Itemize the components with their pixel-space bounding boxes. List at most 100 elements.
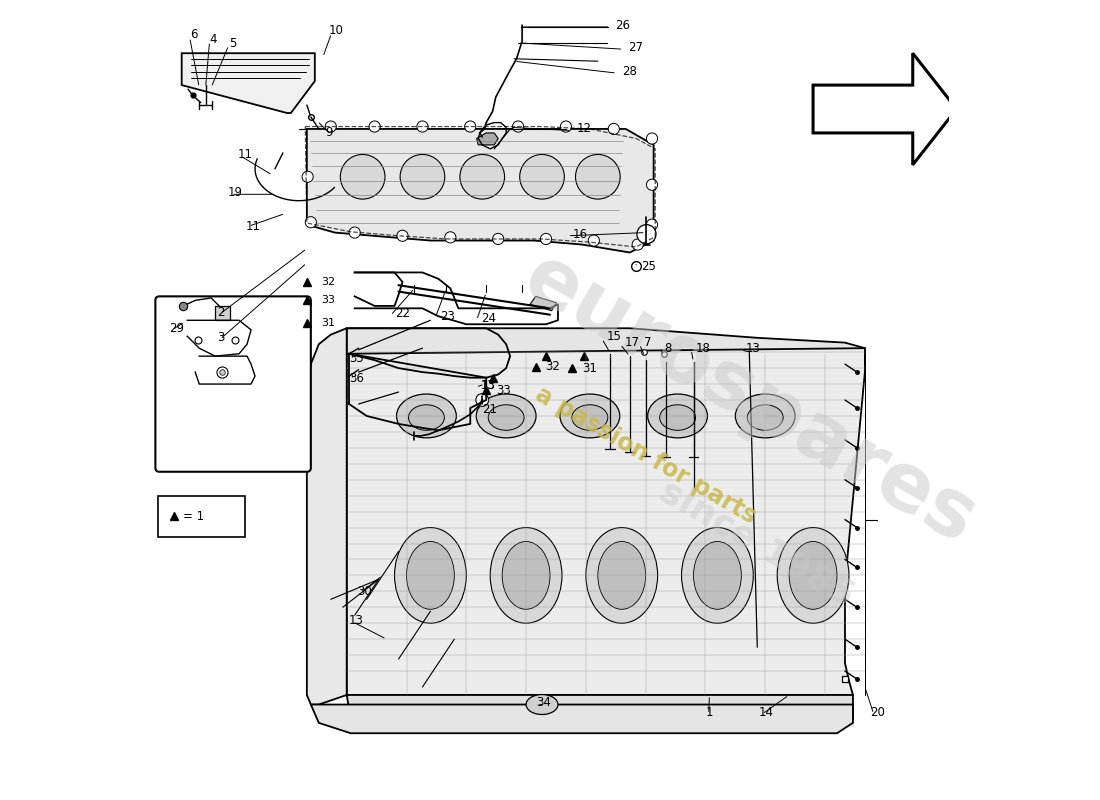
Circle shape [647, 133, 658, 144]
Text: 8: 8 [664, 342, 671, 354]
Circle shape [588, 235, 600, 246]
Text: 12: 12 [576, 122, 592, 135]
Circle shape [608, 123, 619, 134]
Polygon shape [346, 328, 865, 372]
Text: 22: 22 [395, 307, 410, 321]
Text: 33: 33 [496, 384, 510, 397]
Text: 21: 21 [482, 403, 497, 416]
Text: 17: 17 [625, 336, 640, 349]
Text: 31: 31 [582, 362, 597, 374]
FancyBboxPatch shape [155, 296, 311, 472]
Text: 24: 24 [482, 312, 496, 325]
Ellipse shape [572, 405, 608, 430]
Text: 11: 11 [238, 148, 253, 161]
Text: 28: 28 [621, 65, 637, 78]
Text: 18: 18 [696, 342, 711, 354]
Text: 2: 2 [217, 306, 224, 319]
Text: = 1: = 1 [184, 510, 205, 523]
Circle shape [460, 154, 505, 199]
Ellipse shape [736, 394, 795, 438]
Circle shape [478, 378, 491, 390]
Ellipse shape [660, 405, 695, 430]
Text: 14: 14 [759, 706, 774, 719]
Text: 5: 5 [229, 37, 236, 50]
Ellipse shape [396, 394, 456, 438]
Circle shape [417, 121, 428, 132]
Text: 34: 34 [537, 697, 551, 710]
Text: 32: 32 [546, 360, 560, 373]
Ellipse shape [693, 542, 741, 610]
Ellipse shape [488, 405, 524, 430]
Text: 19: 19 [228, 186, 243, 199]
Ellipse shape [526, 694, 558, 714]
Text: 36: 36 [349, 372, 364, 385]
Text: 4: 4 [210, 33, 217, 46]
Text: 32: 32 [321, 277, 336, 287]
Polygon shape [530, 296, 557, 310]
Ellipse shape [586, 527, 658, 623]
Text: 31: 31 [321, 318, 336, 329]
Circle shape [349, 227, 361, 238]
Text: 7: 7 [645, 336, 651, 349]
Text: 13: 13 [349, 614, 364, 626]
Circle shape [519, 154, 564, 199]
Ellipse shape [789, 542, 837, 610]
Text: a passion for parts: a passion for parts [531, 382, 760, 529]
Ellipse shape [503, 542, 550, 610]
Text: 11: 11 [245, 220, 261, 233]
Text: 16: 16 [572, 228, 587, 241]
Circle shape [326, 121, 337, 132]
Circle shape [647, 179, 658, 190]
Circle shape [647, 219, 658, 230]
Ellipse shape [747, 405, 783, 430]
Polygon shape [216, 306, 230, 320]
Text: 13: 13 [746, 342, 760, 354]
Circle shape [306, 217, 317, 228]
Ellipse shape [682, 527, 754, 623]
Text: 9: 9 [326, 126, 332, 138]
Circle shape [632, 239, 644, 250]
Text: 3: 3 [217, 331, 224, 344]
Text: 1: 1 [705, 706, 713, 719]
Circle shape [368, 121, 381, 132]
Text: 6: 6 [189, 28, 197, 42]
Text: 35: 35 [349, 352, 364, 365]
Ellipse shape [407, 542, 454, 610]
Polygon shape [307, 129, 653, 253]
Circle shape [302, 171, 313, 182]
Polygon shape [476, 133, 498, 145]
Circle shape [540, 234, 551, 245]
Circle shape [560, 121, 572, 132]
Polygon shape [307, 328, 346, 705]
Text: 23: 23 [440, 310, 455, 322]
Circle shape [444, 232, 455, 243]
Text: 13: 13 [481, 379, 495, 392]
Text: since 1985: since 1985 [654, 474, 860, 613]
Circle shape [637, 225, 656, 244]
Text: 10: 10 [329, 24, 343, 38]
Polygon shape [182, 54, 315, 113]
Circle shape [340, 154, 385, 199]
Text: 30: 30 [358, 585, 372, 598]
Circle shape [464, 121, 476, 132]
Polygon shape [346, 348, 865, 695]
Circle shape [575, 154, 620, 199]
Circle shape [397, 230, 408, 242]
Ellipse shape [395, 527, 466, 623]
Polygon shape [346, 695, 852, 727]
Ellipse shape [408, 405, 444, 430]
Circle shape [400, 154, 444, 199]
Circle shape [493, 234, 504, 245]
Circle shape [476, 394, 488, 406]
Circle shape [513, 121, 524, 132]
Text: 29: 29 [169, 322, 184, 334]
Text: 33: 33 [321, 294, 336, 305]
Text: eurospares: eurospares [509, 239, 989, 561]
Text: 15: 15 [606, 330, 621, 342]
Text: 27: 27 [628, 41, 643, 54]
Ellipse shape [476, 394, 536, 438]
Text: 20: 20 [870, 706, 886, 719]
Ellipse shape [597, 542, 646, 610]
Text: 26: 26 [615, 19, 630, 32]
Ellipse shape [560, 394, 619, 438]
